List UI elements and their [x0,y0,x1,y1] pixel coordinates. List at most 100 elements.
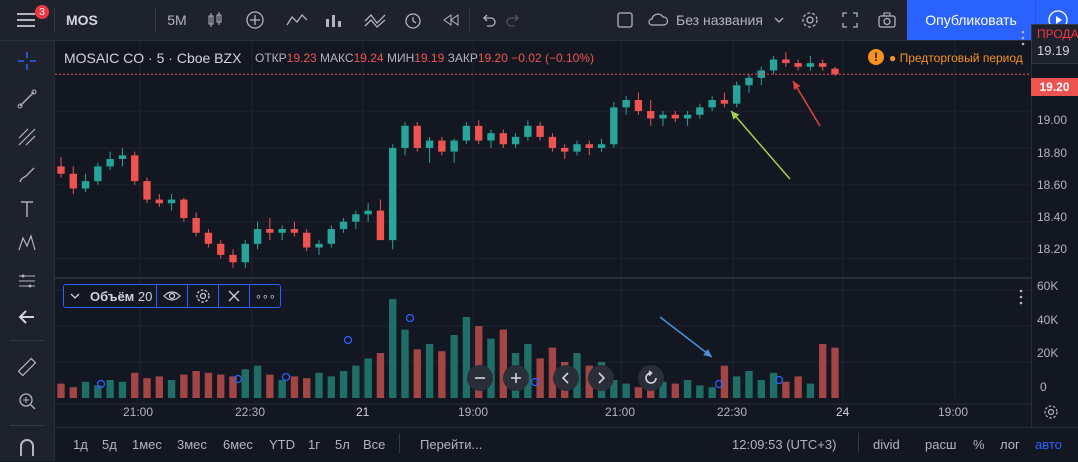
candle-body [438,140,446,152]
candle-body [720,100,729,104]
undo-icon [483,14,496,27]
dividends-toggle[interactable]: divid [873,437,900,452]
more-button[interactable]: ∘∘∘ [249,285,280,307]
volume-bar [548,347,557,398]
chart-type-button[interactable] [200,0,230,40]
drag-handle-icon[interactable] [1019,26,1027,52]
volume-bar [167,380,176,398]
drag-handle-icon[interactable] [1017,285,1025,311]
range-1y[interactable]: 1г [308,437,320,452]
volume-length: 20 [137,288,153,304]
compare-button[interactable] [238,0,272,40]
price-chart[interactable] [55,41,1031,427]
pattern-tool[interactable] [10,228,44,258]
measure-tool[interactable] [10,352,44,382]
range-3m[interactable]: 3мес [177,437,207,452]
volume-bar [352,365,360,398]
replay-button[interactable] [436,0,466,40]
close-label: ЗАКР [447,51,478,65]
volume-bar [81,381,90,398]
symbol-search[interactable]: MOS [66,12,98,28]
zoom-tool[interactable] [10,386,44,416]
candle-body [450,140,458,152]
candle-body [819,63,827,67]
auto-scale-toggle[interactable]: авто [1035,437,1062,452]
sell-widget[interactable]: ПРОДА 19.19 [1031,24,1078,64]
volume-bar [425,344,434,398]
candle-body [696,107,704,115]
settings-button[interactable] [795,0,825,40]
range-1m[interactable]: 1мес [132,437,162,452]
pitchfork-tool[interactable] [10,122,44,152]
volume-bar [106,380,114,398]
extended-hours-toggle[interactable]: расш [925,437,957,452]
fullscreen-button[interactable] [835,0,865,40]
prediction-tool[interactable] [10,266,44,296]
range-6m[interactable]: 6мес [223,437,253,452]
candle-body [401,125,409,148]
text-tool[interactable] [10,194,44,224]
publish-button[interactable]: Опубликовать [907,0,1035,40]
warning-icon[interactable]: ! [868,49,884,65]
time-tick: 22:30 [235,405,266,419]
redo-button[interactable] [502,0,526,40]
premarket-status[interactable]: ● Предторговый период [889,51,1023,65]
volume-legend[interactable]: Объём 20 ∘∘∘ [63,284,282,308]
top-toolbar: 3 MOS 5M Без названия [0,0,1078,41]
crosshair-tool[interactable] [10,46,44,76]
zoom-in-button[interactable] [503,365,529,391]
hide-panel-tool[interactable] [10,302,44,332]
snapshot-button[interactable] [872,0,902,40]
open-value: 19.23 [286,51,317,65]
volume-settings-button[interactable] [187,285,218,307]
templates-button[interactable] [358,0,392,40]
alert-button[interactable] [396,0,430,40]
clock[interactable]: 12:09:53 (UTC+3) [732,437,837,452]
visibility-button[interactable] [156,285,187,307]
scroll-left-button[interactable] [553,365,579,391]
layout-name: Без названия [676,12,763,28]
reset-button[interactable] [638,365,664,391]
chevron-left-icon [561,372,569,384]
volume-bar [303,378,311,398]
volume-bar [683,380,692,398]
candle-body [57,166,65,174]
percent-toggle[interactable]: % [973,437,985,452]
candle-body [610,107,618,145]
trendline-tool[interactable] [10,84,44,114]
sell-price: 19.19 [1037,43,1070,58]
range-1d[interactable]: 1д [73,437,88,452]
volume-bar [401,329,409,398]
range-all[interactable]: Все [363,437,386,452]
range-ytd[interactable]: YTD [269,437,295,452]
collapse-button[interactable] [64,285,86,307]
brush-tool[interactable] [10,160,44,190]
candle-body [561,147,569,152]
menu-button[interactable] [8,0,44,40]
candle-body [511,136,520,145]
indicators-button[interactable] [280,0,314,40]
volume-bar [794,376,802,398]
interval-button[interactable]: 5M [167,12,187,28]
range-5y[interactable]: 5л [335,437,350,452]
wave-icon [364,14,386,28]
range-5d[interactable]: 5д [102,437,117,452]
gear-icon [802,12,818,28]
scale-settings-button[interactable] [1043,404,1059,423]
zoom-out-button[interactable] [467,365,493,391]
log-toggle[interactable]: лог [1000,437,1020,452]
undo-button[interactable] [476,0,500,40]
candle-body [376,210,385,241]
price-scale[interactable] [1031,41,1078,461]
layout-menu[interactable]: Без названия [646,0,788,40]
magnet-tool[interactable] [10,432,44,462]
volume-bar [819,344,827,398]
candle-body [622,100,630,108]
scroll-right-button[interactable] [588,365,614,391]
financials-button[interactable] [318,0,352,40]
remove-button[interactable] [218,285,249,307]
candle-body [597,144,606,148]
fullscreen-layout-button[interactable] [612,0,638,40]
candle-body [192,218,200,233]
goto-date-button[interactable]: Перейти... [420,437,483,452]
